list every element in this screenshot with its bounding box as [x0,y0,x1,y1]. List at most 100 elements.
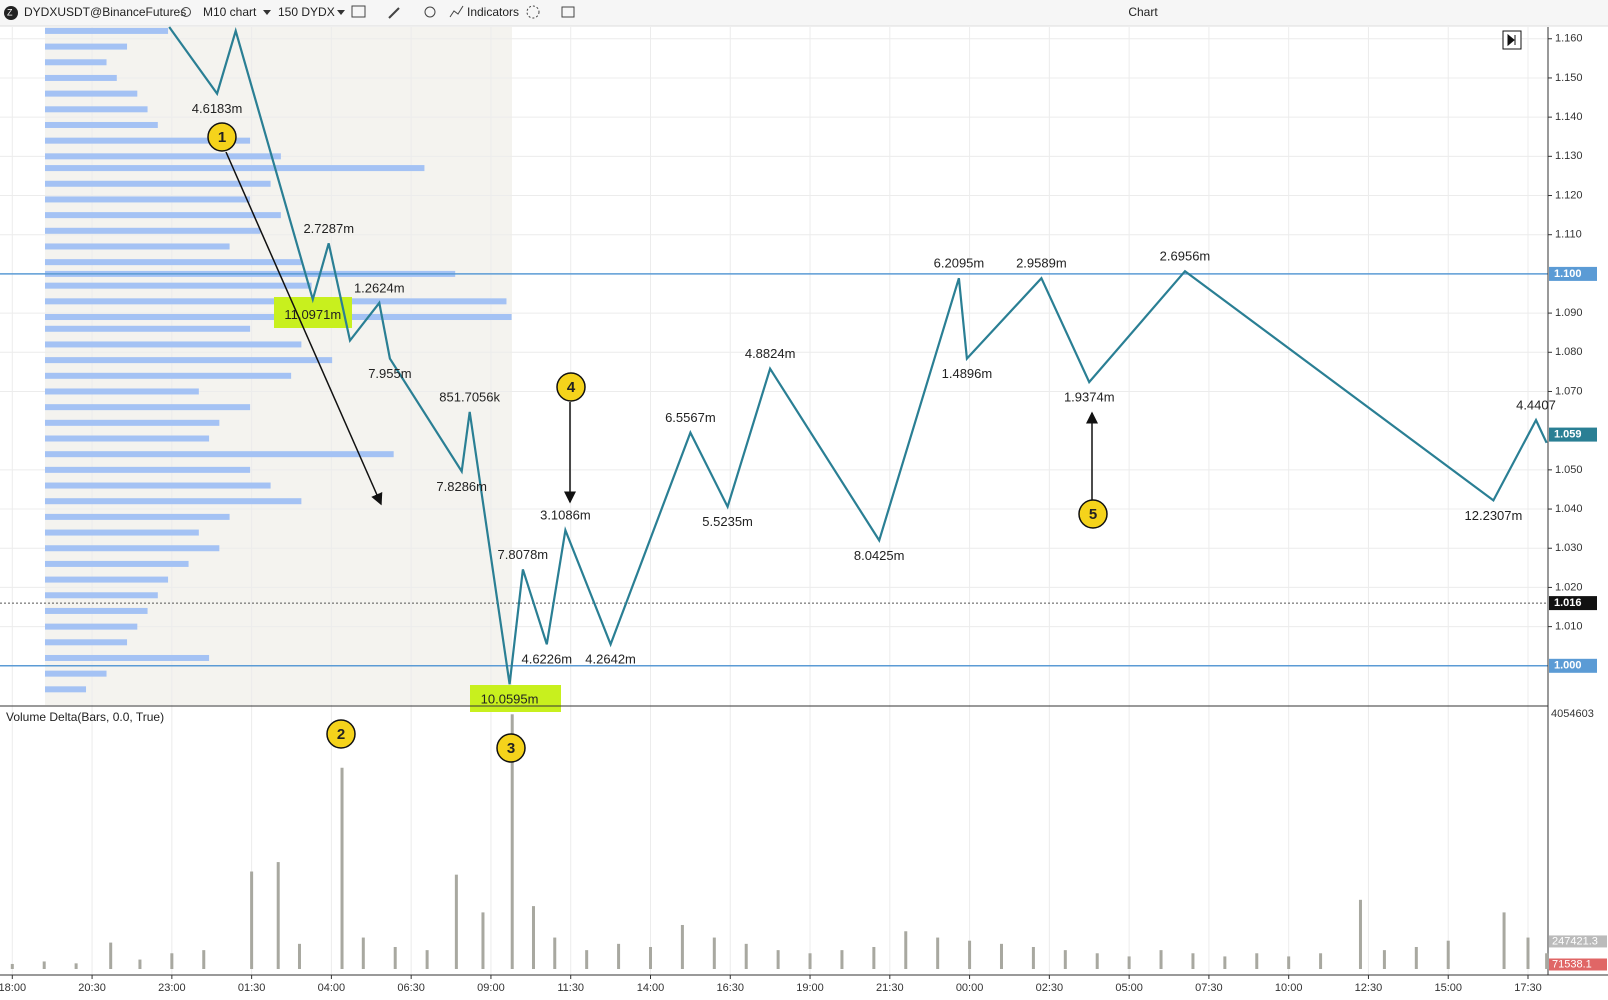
profile-bar [45,388,199,395]
delta-pane: Volume Delta(Bars, 0.0, True) [6,710,1549,969]
delta-bar [74,963,78,969]
delta-bar [872,946,876,969]
indicators-button[interactable]: Indicators [467,5,519,19]
value-label: 2.7287m [303,221,354,236]
profile-bar [45,106,148,113]
x-tick-label: 15:00 [1434,982,1462,994]
logo-letter: Z [7,7,13,17]
highlight-box [470,685,561,712]
x-tick-label: 02:30 [1036,982,1064,994]
price-badge [1549,427,1597,442]
delta-badge-label: 71538.1 [1552,958,1592,970]
delta-bar [1031,946,1035,969]
x-tick-label: 05:00 [1115,982,1143,994]
value-label: 6.2095m [934,256,985,271]
logo[interactable] [4,6,18,20]
x-tick-label: 10:00 [1275,982,1303,994]
delta-bar [999,943,1003,969]
crosshair-icon[interactable] [526,5,540,19]
x-tick-label: 12:30 [1355,982,1383,994]
profile-bar [45,180,271,187]
indicators-icon[interactable] [449,5,464,18]
value-label: 851.7056k [439,389,500,404]
delta-bar [1063,950,1067,969]
profile-bar [45,670,107,677]
profile-bar [45,419,220,426]
delta-badge [1549,935,1607,948]
value-label: 1.9374m [1064,390,1115,405]
profile-bar [45,435,210,442]
window-icon[interactable] [561,6,575,18]
profile-bar [45,59,107,66]
delta-bar [340,767,344,969]
profile-bar [45,498,302,505]
x-tick-label: 17:30 [1514,982,1542,994]
price-badge [1549,658,1597,673]
annotation-label: 5 [1089,506,1097,523]
price-badge-label: 1.059 [1554,428,1582,440]
delta-bar [1223,956,1227,969]
value-label: 12.2307m [1465,508,1523,523]
delta-bar [904,931,908,969]
annotation-label: 1 [218,129,226,146]
profile-bar [45,623,138,630]
x-tick-label: 01:30 [238,982,266,994]
y-tick-label: 1.090 [1555,307,1583,319]
draw-icon[interactable] [388,7,400,19]
annotation-1: 1 [207,122,237,152]
profile-bar [45,74,117,81]
delta-badge-label: 247421.3 [1552,935,1598,947]
value-label: 2.9589m [1016,256,1067,271]
profile-bar [45,153,281,160]
profile-bar [45,529,199,536]
profile-bar [45,686,87,693]
volume-setting[interactable]: 150 DYDX [278,5,335,19]
chart-type-icon[interactable] [351,5,366,18]
y-tick-label: 1.080 [1555,346,1583,358]
price-badge [1549,596,1597,611]
profile-bar [45,513,230,520]
y-tick-label: 1.010 [1555,621,1583,633]
profile-bar [45,243,230,250]
profile-bar [45,357,333,364]
symbol[interactable]: DYDXUSDT@BinanceFutures [24,5,186,19]
delta-bar [1545,953,1549,969]
value-label: 4.6183m [192,101,243,116]
window-title: Chart [1128,5,1158,19]
delta-bar [840,950,844,969]
profile-bar [45,90,138,97]
delta-bar [776,950,780,969]
annotation-label: 2 [337,726,345,743]
profile-bar [45,121,158,128]
delta-bar [481,912,485,969]
value-label: 5.5235m [702,514,753,529]
search-icon[interactable] [181,7,191,17]
delta-bar [1095,953,1099,969]
x-tick-label: 06:30 [397,982,425,994]
delta-bar [138,959,142,969]
value-label: 3.1086m [540,508,591,523]
timeframe[interactable]: M10 chart [203,5,257,19]
value-label: 7.8286m [436,479,487,494]
delta-bar [1414,946,1418,969]
delta-bar [531,906,535,969]
profile-bar [45,404,251,411]
dropdown[interactable] [263,10,271,15]
x-tick-label: 00:00 [956,982,984,994]
profile-bar [45,259,302,266]
delta-bar [170,953,174,969]
x-tick-label: 09:00 [477,982,505,994]
value-label: 1.2624m [354,280,405,295]
x-tick-label: 07:30 [1195,982,1223,994]
value-label: 8.0425m [854,548,905,563]
delta-bar [1255,953,1259,969]
dropdown[interactable] [337,10,345,15]
delta-bar [42,961,46,969]
delta-bar [680,924,684,969]
profile-bar [45,325,251,332]
profile-bar [45,639,128,646]
annotation-3: 3 [496,733,526,763]
zoom-icon[interactable] [424,6,436,18]
